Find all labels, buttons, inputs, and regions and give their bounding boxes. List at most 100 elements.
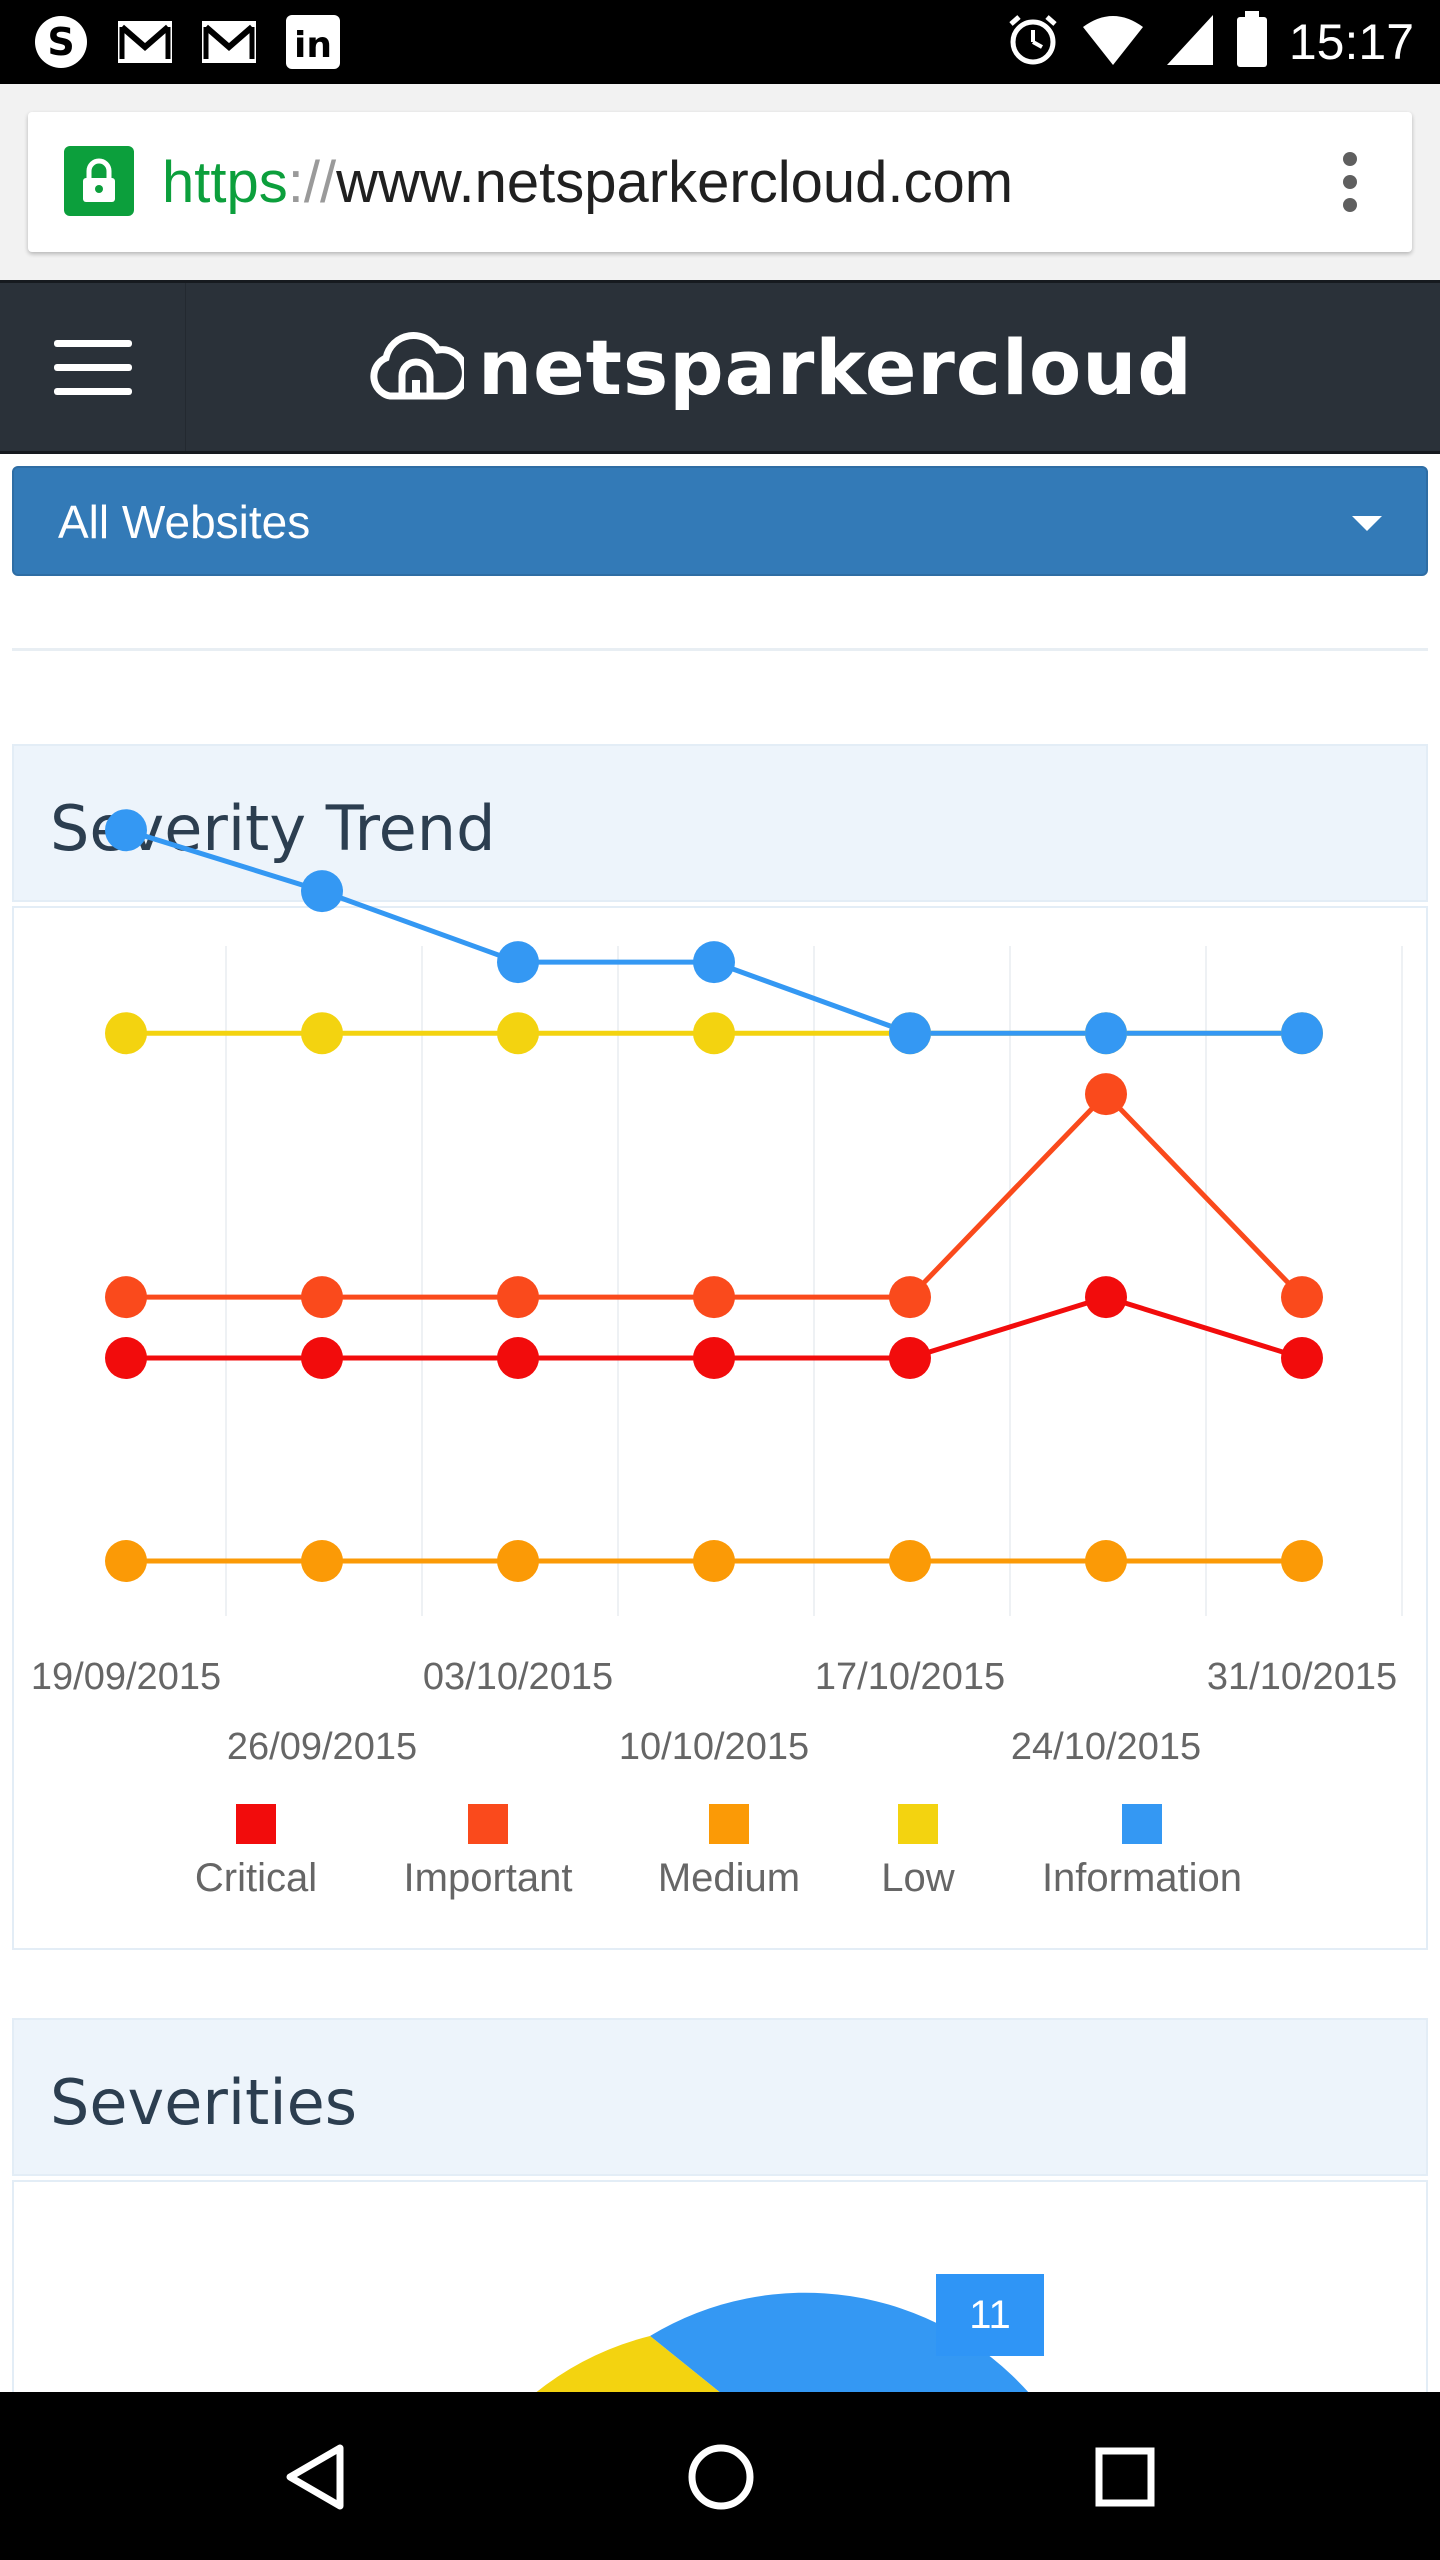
url-separator: :// xyxy=(287,150,337,215)
gmail-icon xyxy=(114,11,176,73)
severities-pie-chart xyxy=(534,2292,1030,2394)
skype-icon: S xyxy=(30,11,92,73)
severities-header: Severities xyxy=(12,2018,1428,2176)
recents-icon[interactable] xyxy=(1080,2432,1170,2522)
website-select[interactable]: All Websites xyxy=(12,466,1428,576)
browser-menu-icon[interactable] xyxy=(1340,152,1360,212)
data-point-important xyxy=(301,1276,343,1319)
pie-slice-information xyxy=(650,2292,1030,2394)
svg-text:S: S xyxy=(47,20,74,64)
data-point-important xyxy=(693,1276,735,1319)
series-line-important xyxy=(126,1090,1304,1300)
gmail-icon xyxy=(198,11,260,73)
chevron-down-icon xyxy=(1352,516,1382,531)
legend-label: Critical xyxy=(194,1856,318,1900)
battery-icon xyxy=(1235,10,1269,74)
data-point-important xyxy=(1085,1073,1127,1116)
lock-icon[interactable] xyxy=(64,146,134,216)
data-point-low xyxy=(301,1012,343,1055)
data-point-information xyxy=(1281,1012,1323,1055)
legend-label: Medium xyxy=(657,1856,801,1900)
x-tick-label: 19/09/2015 xyxy=(31,1656,221,1698)
alarm-icon xyxy=(1005,12,1061,73)
x-tick-label: 26/09/2015 xyxy=(227,1726,417,1768)
data-point-information xyxy=(105,809,147,852)
address-bar[interactable]: https://www.netsparkercloud.com xyxy=(28,112,1412,252)
navigation-bar xyxy=(0,2392,1440,2560)
data-point-medium xyxy=(1281,1540,1323,1582)
svg-text:in: in xyxy=(294,25,332,66)
data-point-low xyxy=(105,1012,147,1055)
data-point-medium xyxy=(1085,1540,1127,1582)
linkedin-icon: in xyxy=(282,11,344,73)
data-point-critical xyxy=(1085,1276,1127,1319)
data-point-information xyxy=(301,870,343,913)
legend-item-information[interactable]: Information xyxy=(1022,1804,1262,1901)
data-point-important xyxy=(889,1276,931,1319)
series-line-information xyxy=(125,827,1302,1036)
brand-name: netsparkercloud xyxy=(478,322,1193,412)
data-point-medium xyxy=(301,1540,343,1582)
data-point-medium xyxy=(889,1540,931,1582)
legend-item-medium[interactable]: Medium xyxy=(609,1804,849,1901)
data-point-critical xyxy=(1281,1337,1323,1379)
back-icon[interactable] xyxy=(270,2432,360,2522)
severity-count-badge: 11 xyxy=(936,2274,1044,2356)
data-point-important xyxy=(1281,1276,1323,1319)
signal-icon xyxy=(1165,13,1215,72)
severities-panel xyxy=(12,2180,1428,2420)
legend-swatch xyxy=(236,1804,276,1844)
x-tick-label: 03/10/2015 xyxy=(423,1656,613,1698)
legend-label: Low xyxy=(881,1856,955,1900)
data-point-low xyxy=(497,1012,539,1055)
clock: 15:17 xyxy=(1288,14,1414,70)
data-point-critical xyxy=(889,1337,931,1379)
x-tick-label: 10/10/2015 xyxy=(619,1726,809,1768)
website-select-value: All Websites xyxy=(58,496,311,548)
x-tick-label: 17/10/2015 xyxy=(815,1656,1005,1698)
severity-trend-chart: 19/09/201526/09/201503/10/201510/10/2015… xyxy=(31,809,1403,1768)
url-scheme: https xyxy=(162,150,288,215)
menu-icon[interactable] xyxy=(0,283,186,451)
legend-swatch xyxy=(1122,1804,1162,1844)
brand-logo[interactable]: netsparkercloud xyxy=(368,319,1193,415)
legend-swatch xyxy=(709,1804,749,1844)
chart-legend: Critical Important Medium Low Information xyxy=(0,1804,1440,1914)
notification-icons: S in xyxy=(30,10,344,74)
data-point-critical xyxy=(693,1337,735,1379)
x-tick-label: 31/10/2015 xyxy=(1207,1656,1397,1698)
data-point-medium xyxy=(497,1540,539,1582)
x-tick-label: 24/10/2015 xyxy=(1011,1726,1201,1768)
data-point-information xyxy=(1085,1012,1127,1055)
app-header: netsparkercloud xyxy=(0,280,1440,454)
legend-item-important[interactable]: Important xyxy=(368,1804,608,1901)
data-point-information xyxy=(497,941,539,984)
data-point-medium xyxy=(693,1540,735,1582)
legend-item-critical[interactable]: Critical xyxy=(136,1804,376,1901)
url-text[interactable]: https://www.netsparkercloud.com xyxy=(162,148,1013,218)
legend-label: Information xyxy=(1041,1856,1243,1900)
data-point-critical xyxy=(301,1337,343,1379)
data-point-critical xyxy=(497,1337,539,1379)
severity-trend-panel xyxy=(12,906,1428,1950)
legend-label: Important xyxy=(403,1856,573,1900)
data-point-medium xyxy=(105,1540,147,1582)
status-bar: S in 15:17 xyxy=(0,0,1440,84)
wifi-icon xyxy=(1081,13,1145,72)
home-icon[interactable] xyxy=(676,2432,766,2522)
data-point-important xyxy=(105,1276,147,1319)
system-icons: 15:17 xyxy=(1005,0,1414,84)
severities-title: Severities xyxy=(50,2066,358,2139)
pie-slice-low xyxy=(534,2336,722,2394)
legend-swatch xyxy=(468,1804,508,1844)
legend-swatch xyxy=(898,1804,938,1844)
data-point-information xyxy=(889,1012,931,1055)
legend-item-low[interactable]: Low xyxy=(798,1804,1038,1901)
browser-toolbar: https://www.netsparkercloud.com xyxy=(0,84,1440,280)
data-point-critical xyxy=(105,1337,147,1379)
url-host: www.netsparkercloud.com xyxy=(336,150,1014,215)
data-point-information xyxy=(693,941,735,984)
data-point-low xyxy=(693,1012,735,1055)
data-point-important xyxy=(497,1276,539,1319)
divider xyxy=(12,648,1428,651)
